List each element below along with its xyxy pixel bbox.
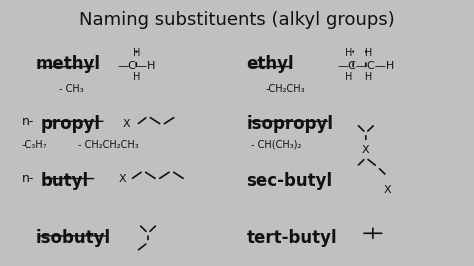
- Text: H: H: [133, 48, 140, 58]
- Text: X: X: [384, 185, 392, 195]
- Text: —C—H: —C—H: [118, 61, 156, 71]
- Text: - CH(CH₃)₂: - CH(CH₃)₂: [251, 139, 301, 149]
- Text: tert-butyl: tert-butyl: [246, 229, 337, 247]
- Text: -CH₂CH₃: -CH₂CH₃: [265, 84, 305, 94]
- Text: H    H: H H: [345, 72, 373, 82]
- Text: X: X: [118, 174, 126, 184]
- Text: X: X: [362, 145, 370, 155]
- Text: —C—C—H: —C—C—H: [337, 61, 395, 71]
- Text: ethyl: ethyl: [246, 55, 294, 73]
- Text: isopropyl: isopropyl: [246, 115, 333, 133]
- Text: H    H: H H: [345, 48, 373, 58]
- Text: - CH₂CH₂CH₃: - CH₂CH₂CH₃: [78, 139, 138, 149]
- Text: isobutyl: isobutyl: [36, 229, 111, 247]
- Text: propyl: propyl: [40, 115, 100, 133]
- Text: -C₃H₇: -C₃H₇: [21, 139, 47, 149]
- Text: Naming substituents (alkyl groups): Naming substituents (alkyl groups): [79, 11, 395, 28]
- Text: - CH₃: - CH₃: [59, 84, 84, 94]
- Text: n-: n-: [21, 172, 34, 185]
- Text: methyl: methyl: [36, 55, 100, 73]
- Text: X: X: [123, 119, 131, 129]
- Text: H: H: [133, 72, 140, 82]
- Text: sec-butyl: sec-butyl: [246, 172, 332, 190]
- Text: n-: n-: [21, 115, 34, 128]
- Text: butyl: butyl: [40, 172, 88, 190]
